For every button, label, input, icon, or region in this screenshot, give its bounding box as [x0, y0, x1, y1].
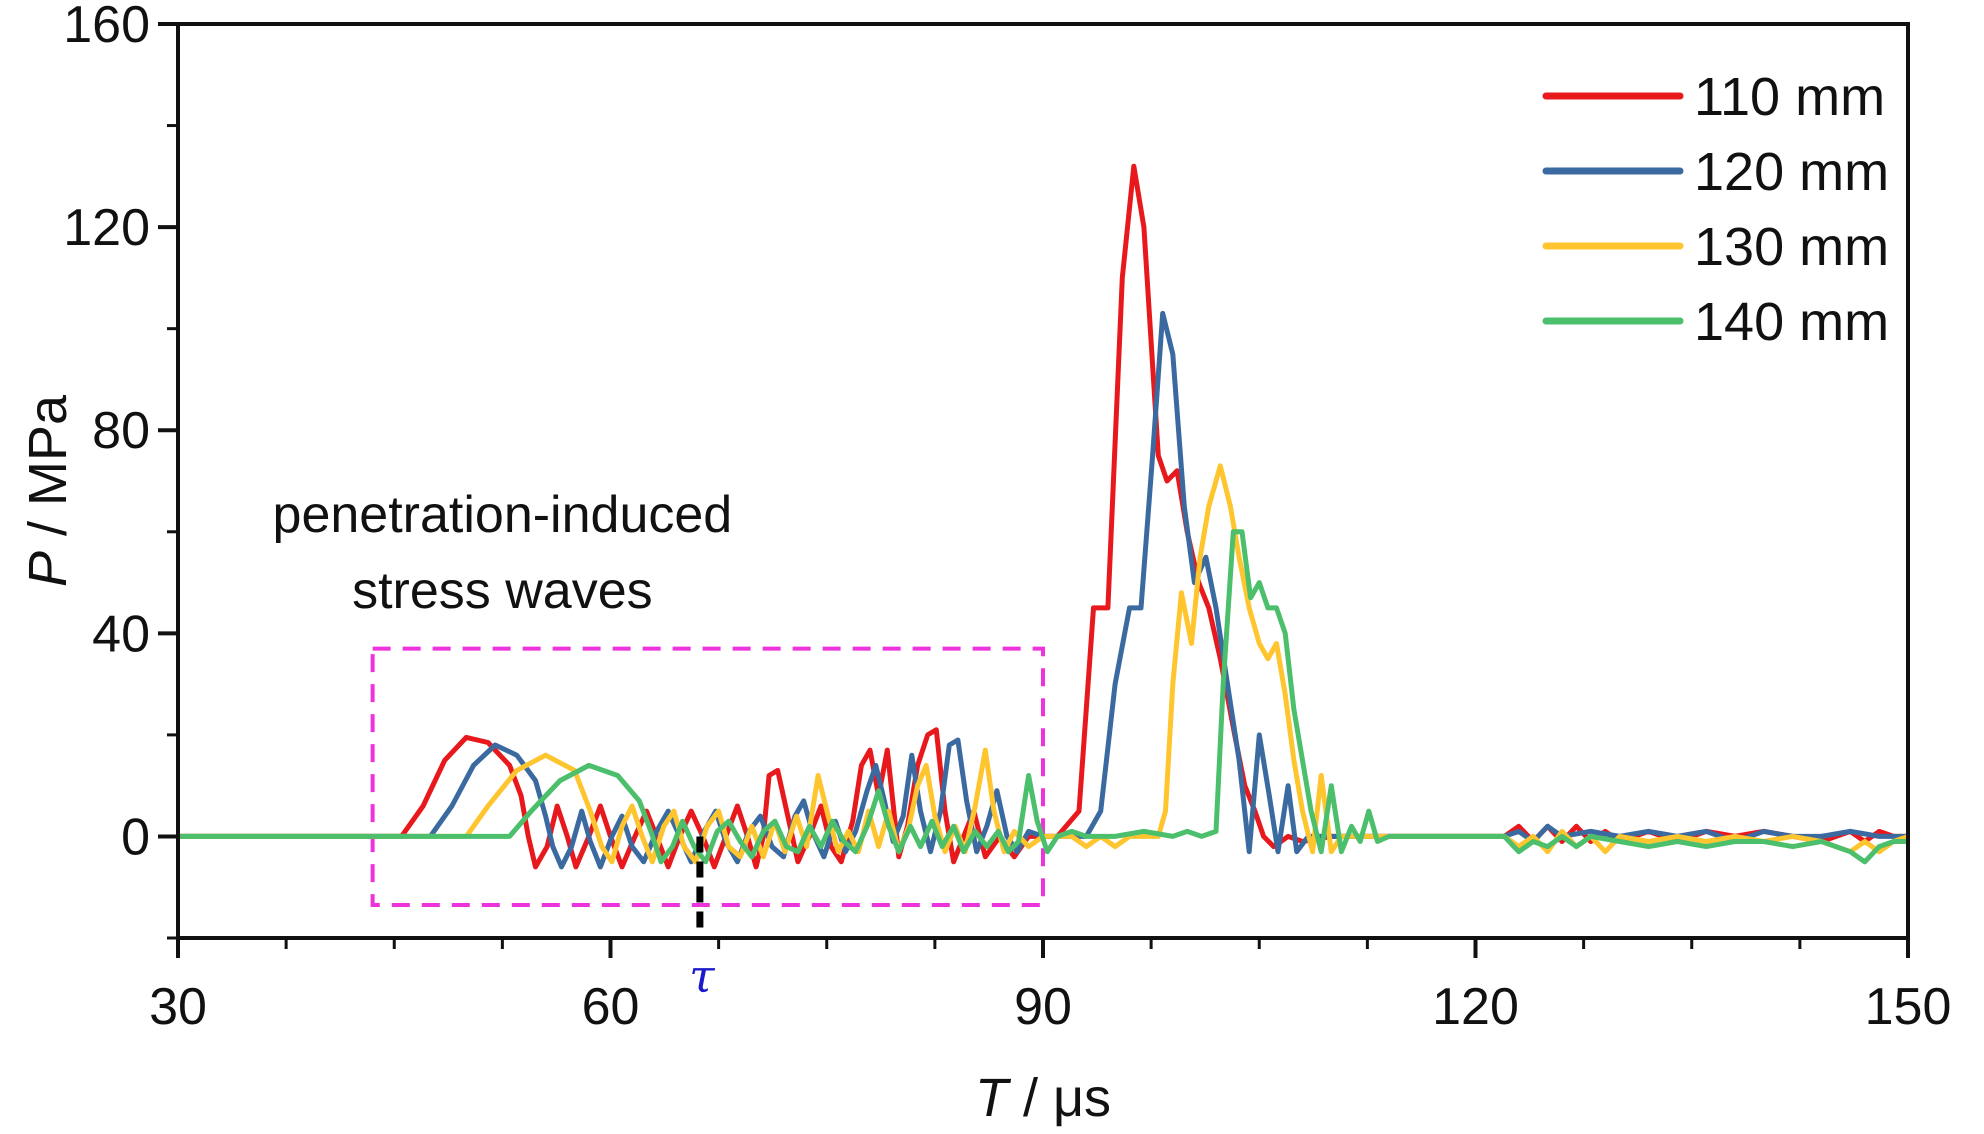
x-tick-label: 60 — [582, 978, 640, 1036]
y-tick-label: 120 — [63, 199, 150, 257]
x-axis-unit: / μs — [1008, 1068, 1111, 1128]
annotation-box — [370, 646, 1045, 907]
x-tick-label: 150 — [1865, 978, 1952, 1036]
y-tick-label: 0 — [121, 808, 150, 866]
x-axis-var: T — [975, 1068, 1012, 1128]
tau-marker: τ — [689, 836, 716, 1003]
y-axis-title: P / MPa — [18, 394, 78, 587]
legend-label-1: 110 mm — [1694, 67, 1885, 127]
annotation-layer: penetration-induced stress waves — [273, 486, 1045, 907]
y-tick-label: 80 — [92, 402, 150, 460]
series-line-4 — [178, 529, 1908, 865]
legend-label-2: 120 mm — [1694, 142, 1889, 202]
y-axis-unit: / MPa — [18, 394, 78, 551]
y-tick-label: 40 — [92, 605, 150, 663]
y-tick-label: 160 — [63, 0, 150, 54]
x-tick-label: 90 — [1014, 978, 1072, 1036]
x-tick-label: 120 — [1432, 978, 1519, 1036]
x-tick-label: 30 — [149, 978, 207, 1036]
ticks-layer: 30 60 90 120 150 0 40 80 120 160 — [63, 0, 1951, 1036]
y-axis-var: P — [18, 551, 78, 587]
legend: 110 mm 120 mm 130 mm 140 mm — [1540, 56, 1896, 372]
legend-label-3: 130 mm — [1694, 217, 1889, 277]
x-axis-title: T / μs — [975, 1068, 1111, 1128]
annotation-text-line2: stress waves — [352, 562, 653, 620]
annotation-text-line1: penetration-induced — [273, 486, 733, 544]
legend-label-4: 140 mm — [1694, 292, 1889, 352]
tau-marker-label: τ — [689, 949, 716, 1003]
